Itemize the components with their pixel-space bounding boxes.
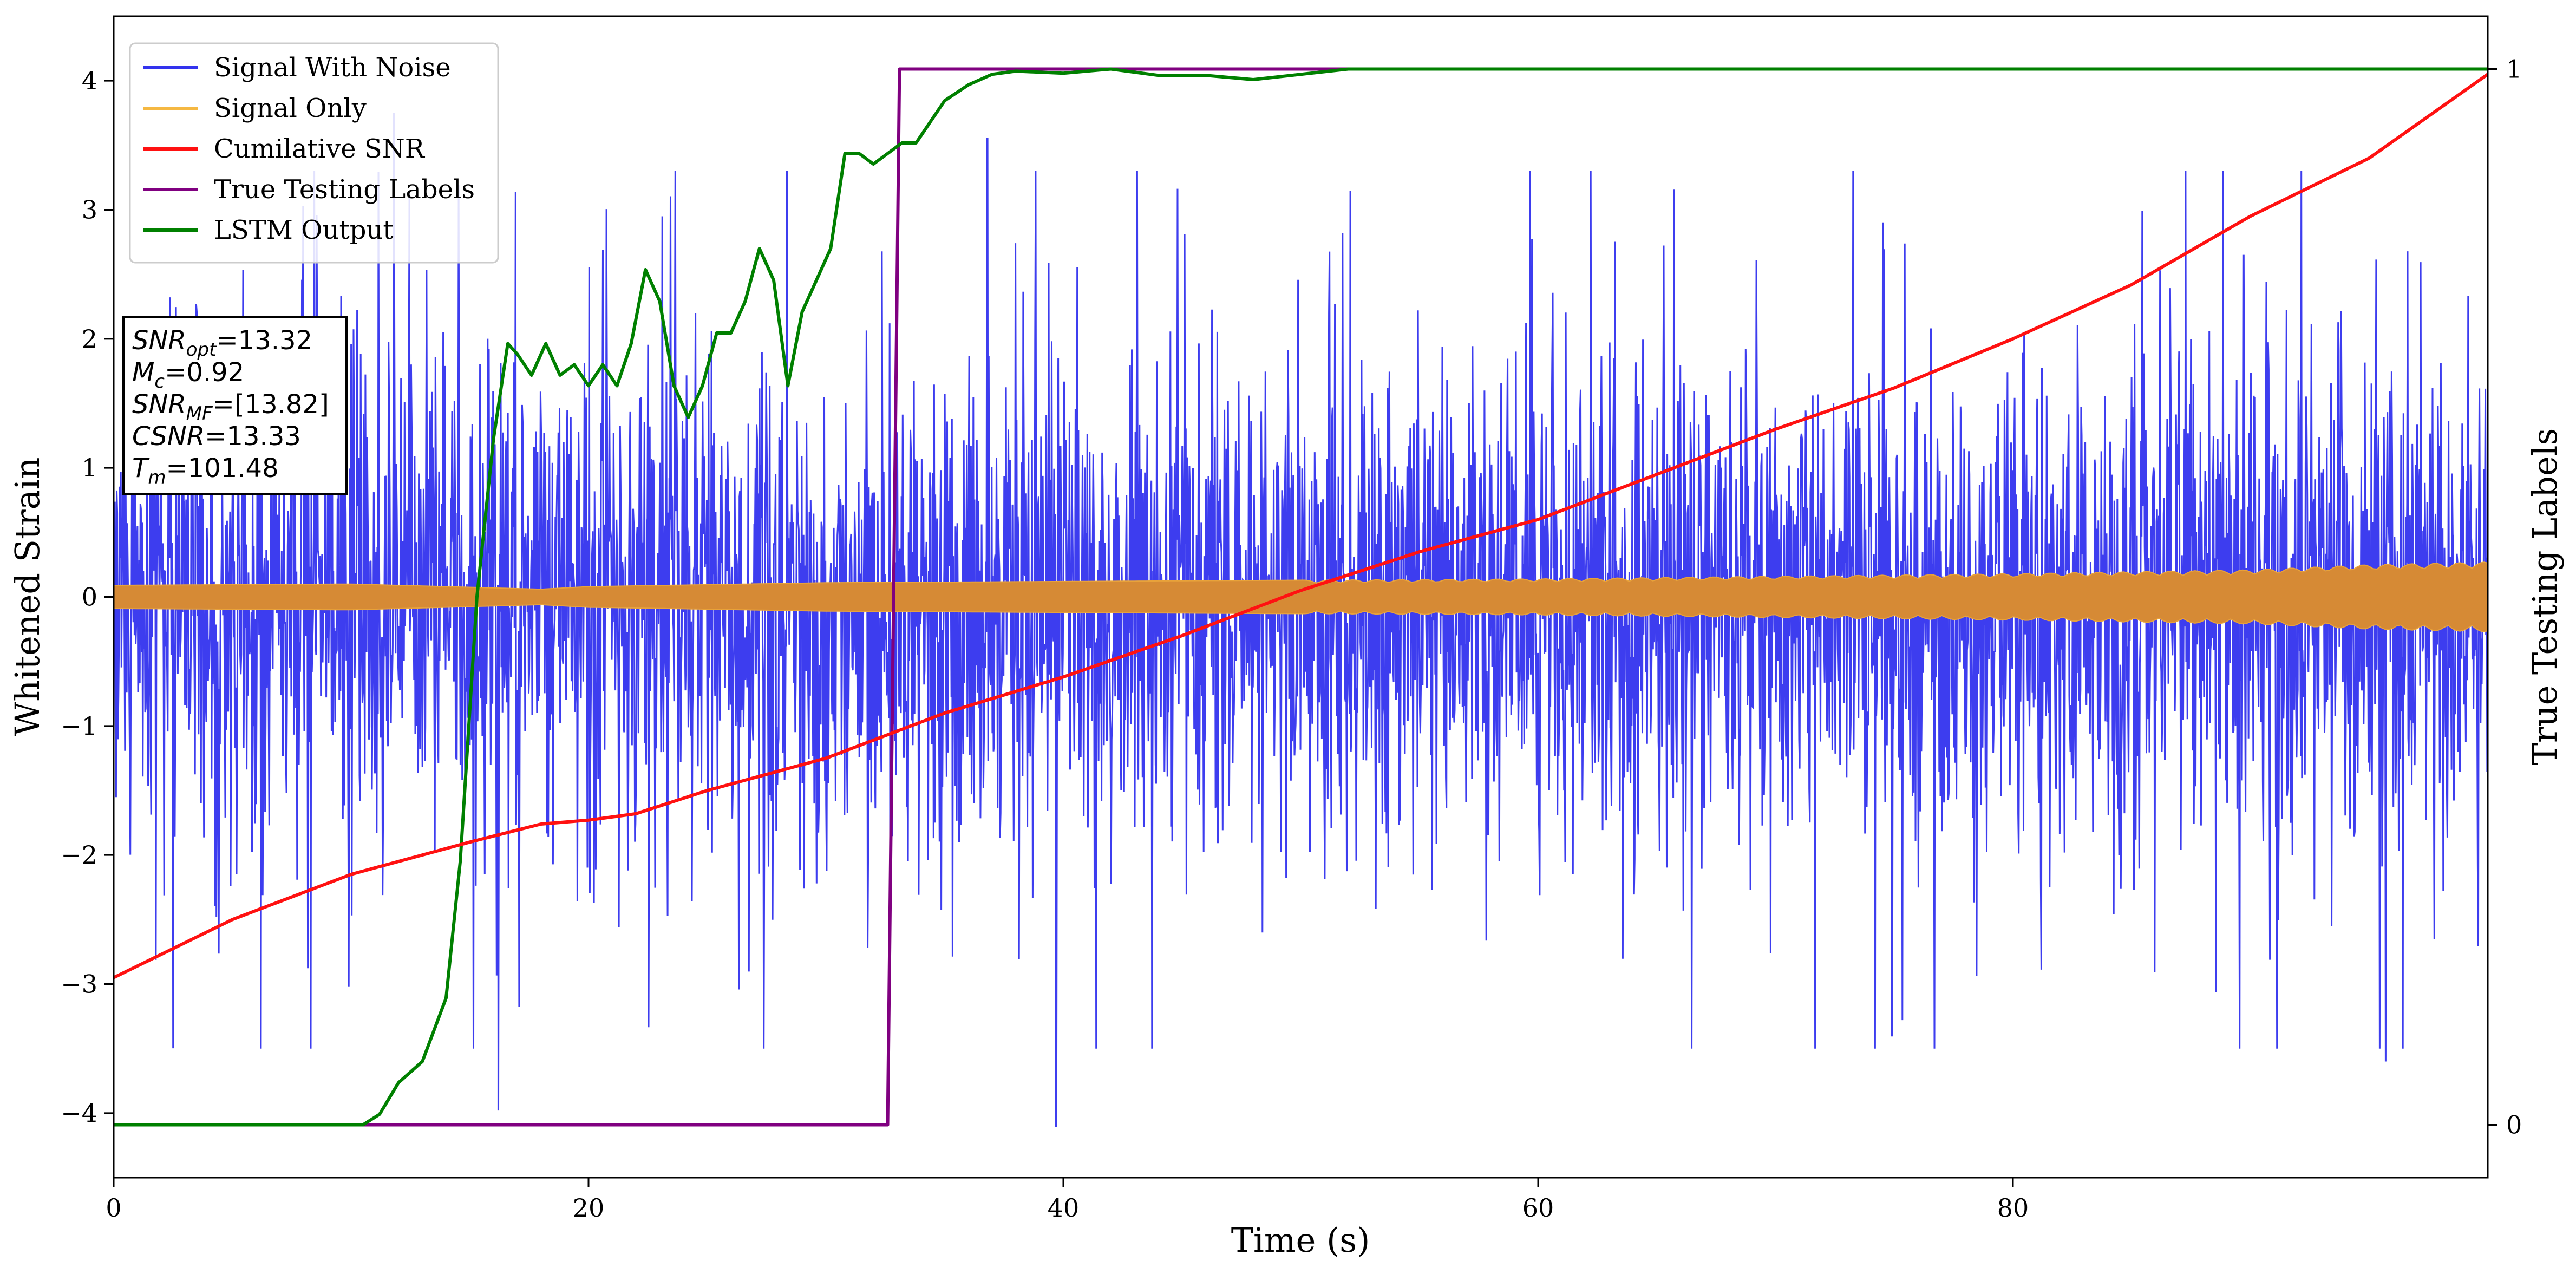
signal-with-noise-line	[114, 113, 2488, 1127]
y-tick-label: −2	[61, 840, 97, 870]
lstm-output-line	[114, 67, 2488, 1127]
y-tick-label: 2	[82, 324, 97, 354]
annotation-line: Tm=101.48	[132, 453, 279, 488]
annotation-line: SNRMF=[13.82]	[132, 389, 329, 424]
annotation-frame	[122, 316, 348, 495]
y-tick-label: 1	[82, 453, 97, 482]
legend-label: True Testing Labels	[214, 174, 475, 205]
x-tick-label: 40	[1048, 1193, 1080, 1223]
x-tick-label: 60	[1522, 1193, 1554, 1223]
y2-tick-label: 1	[2506, 55, 2522, 84]
x-axis: 0 20 40 60 80	[106, 1178, 2029, 1223]
legend-label: Signal With Noise	[214, 53, 451, 83]
y-axis-label: Whitened Strain	[8, 458, 47, 736]
y-tick-label: −4	[61, 1099, 97, 1128]
legend: Signal With Noise Signal Only Cumilative S…	[129, 42, 499, 264]
annotation-line: SNRopt=13.32	[132, 325, 312, 361]
metrics-annotation-box: SNRopt=13.32Mc=0.92SNRMF=[13.82]CSNR=13.…	[122, 316, 348, 495]
x-tick-label: 80	[1997, 1193, 2029, 1223]
y2-tick-label: 0	[2506, 1110, 2522, 1140]
y-tick-label: 4	[82, 66, 97, 95]
x-tick-label: 20	[573, 1193, 605, 1223]
legend-box	[129, 42, 499, 264]
signal-only-envelope	[114, 561, 2488, 632]
legend-label: Signal Only	[214, 93, 367, 123]
y-axis-left: −4 −3 −2 −1 0 1 2 3 4	[61, 66, 114, 1128]
signal-with-noise-series	[114, 113, 2488, 1127]
cumilative-snr-line	[114, 73, 2488, 979]
signal-only-series	[114, 561, 2488, 632]
y-tick-label: −3	[61, 970, 97, 999]
x-axis-label: Time (s)	[1231, 1220, 1370, 1260]
y-axis-right: 01	[2488, 55, 2522, 1140]
legend-label: Cumilative SNR	[214, 134, 426, 164]
y-tick-label: 0	[82, 583, 97, 612]
y-tick-label: −1	[61, 711, 97, 741]
annotation-line: CSNR=13.33	[132, 421, 301, 452]
legend-label: LSTM Output	[214, 215, 394, 245]
y-tick-label: 3	[82, 195, 97, 225]
x-tick-label: 0	[106, 1193, 121, 1223]
y2-axis-label: True Testing Labels	[2525, 428, 2565, 766]
annotation-line: Mc=0.92	[132, 357, 244, 393]
